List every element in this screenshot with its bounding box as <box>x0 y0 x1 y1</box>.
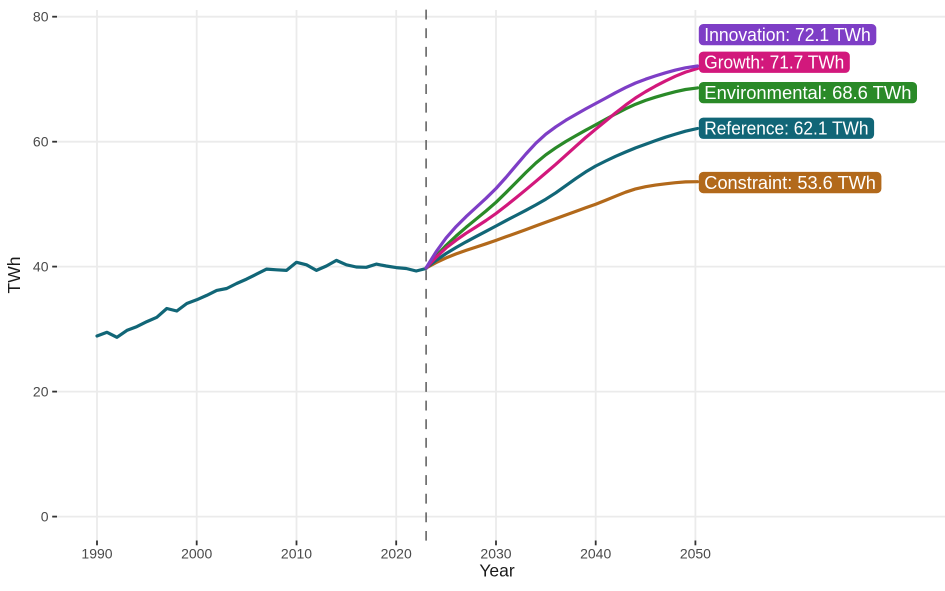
svg-text:1990: 1990 <box>81 546 112 562</box>
svg-text:Growth: 71.7 TWh: Growth: 71.7 TWh <box>704 53 844 73</box>
svg-text:Constraint: 53.6 TWh: Constraint: 53.6 TWh <box>704 173 876 193</box>
svg-text:Environmental: 68.6 TWh: Environmental: 68.6 TWh <box>704 83 911 103</box>
svg-text:40: 40 <box>33 259 49 275</box>
svg-text:2030: 2030 <box>480 546 511 562</box>
svg-text:2010: 2010 <box>281 546 312 562</box>
svg-text:0: 0 <box>41 509 49 525</box>
svg-text:Innovation: 72.1 TWh: Innovation: 72.1 TWh <box>704 25 871 45</box>
svg-text:Reference: 62.1 TWh: Reference: 62.1 TWh <box>704 118 868 138</box>
svg-text:60: 60 <box>33 134 49 150</box>
svg-text:2040: 2040 <box>580 546 611 562</box>
svg-text:20: 20 <box>33 384 49 400</box>
svg-text:2020: 2020 <box>381 546 412 562</box>
svg-text:2000: 2000 <box>181 546 212 562</box>
svg-text:2050: 2050 <box>680 546 711 562</box>
svg-text:Year: Year <box>479 561 515 581</box>
svg-text:TWh: TWh <box>4 257 24 294</box>
svg-text:80: 80 <box>33 9 49 25</box>
